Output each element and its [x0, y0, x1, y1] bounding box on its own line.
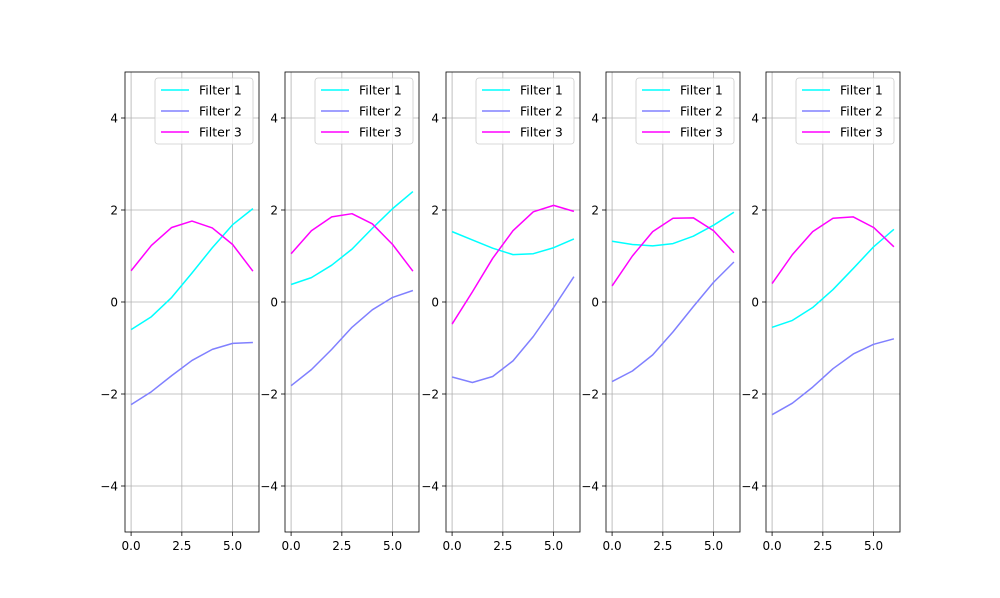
series-line-filter-2: [130, 341, 253, 406]
x-tick-label: 0.0: [763, 539, 782, 553]
y-tick-label: −2: [581, 388, 599, 402]
x-tick-label: 0.0: [443, 539, 462, 553]
y-tick-label: 4: [751, 112, 759, 126]
y-tick-label: 0: [110, 296, 118, 310]
x-tick-label: 2.5: [332, 539, 351, 553]
legend-entry: Filter 3: [680, 125, 723, 140]
series-line-filter-1: [451, 230, 575, 256]
legend-box: [154, 77, 254, 145]
legend-entry: Filter 3: [520, 125, 563, 140]
y-tick-label: 2: [110, 204, 118, 218]
legend: Filter 1 Filter 2 Filter 3: [314, 77, 414, 145]
y-tick-label: 2: [270, 204, 278, 218]
legend: Filter 1 Filter 2 Filter 3: [154, 77, 254, 145]
subplot-5: 0.0 2.5 5.0 −4 −2 0 2 4 Filter 1 Filter 2 Filter 3: [741, 71, 901, 553]
y-tick-label: 0: [751, 296, 759, 310]
series-line-filter-2: [611, 261, 735, 383]
y-tick-label: 0: [591, 296, 599, 310]
y-tick-label: 0: [431, 296, 439, 310]
legend-entry: Filter 2: [359, 104, 402, 119]
series-line-filter-3: [130, 220, 254, 272]
legend-entry: Filter 1: [359, 83, 402, 98]
x-tick-label: 0.0: [603, 539, 622, 553]
legend-entry: Filter 1: [840, 83, 883, 98]
subplot-3: 0.0 2.5 5.0 −4 −2 0 2 4 Filter 1 Filter 2 Filter 3: [421, 71, 581, 553]
legend-entry: Filter 2: [199, 104, 242, 119]
y-tick-label: 2: [431, 204, 439, 218]
x-tick-label: 5.0: [383, 539, 402, 553]
series-line-filter-3: [771, 216, 895, 285]
series-line-filter-1: [611, 211, 735, 247]
legend: Filter 1 Filter 2 Filter 3: [635, 77, 735, 145]
legend-box: [475, 77, 575, 145]
x-tick-label: 2.5: [813, 539, 832, 553]
y-tick-label: 4: [591, 112, 599, 126]
subplot-4: 0.0 2.5 5.0 −4 −2 0 2 4 Filter 1 Filter 2 Filter 3: [581, 71, 741, 553]
y-tick-label: 4: [110, 112, 118, 126]
legend-entry: Filter 3: [199, 125, 242, 140]
series-line-filter-2: [771, 338, 895, 416]
legend-entry: Filter 3: [359, 125, 402, 140]
y-tick-label: 4: [270, 112, 278, 126]
legend-entry: Filter 1: [199, 83, 242, 98]
y-tick-label: 0: [270, 296, 278, 310]
series-line-filter-1: [130, 208, 254, 331]
series-line-filter-3: [611, 217, 735, 287]
legend-box: [795, 77, 895, 145]
legend-entry: Filter 2: [680, 104, 723, 119]
legend-entry: Filter 2: [520, 104, 563, 119]
series-line-filter-1: [290, 191, 414, 286]
y-tick-label: −4: [260, 480, 278, 494]
legend-box: [635, 77, 735, 145]
series-line-filter-2: [451, 276, 575, 384]
x-tick-label: 5.0: [704, 539, 723, 553]
series-line-filter-2: [290, 289, 414, 387]
subplot-2: 0.0 2.5 5.0 −4 −2 0 2 4 Filter 1 Filter 2 Filter 3: [260, 71, 420, 553]
y-tick-label: −2: [260, 388, 278, 402]
subplot-1: 0.0 2.5 5.0 −4 −2 0 2 4 Filter 1 Filter 2 Filter 3: [100, 71, 260, 553]
series-line-filter-3: [451, 204, 575, 325]
x-tick-label: 5.0: [223, 539, 242, 553]
x-tick-label: 2.5: [653, 539, 672, 553]
x-tick-label: 2.5: [172, 539, 191, 553]
series-line-filter-1: [771, 228, 895, 329]
legend: Filter 1 Filter 2 Filter 3: [475, 77, 575, 145]
y-tick-label: 4: [431, 112, 439, 126]
y-tick-label: 2: [751, 204, 759, 218]
y-tick-label: 2: [591, 204, 599, 218]
x-tick-label: 0.0: [122, 539, 141, 553]
y-tick-label: −2: [421, 388, 439, 402]
y-tick-label: −4: [581, 480, 599, 494]
y-tick-label: −4: [100, 480, 118, 494]
legend-entry: Filter 3: [840, 125, 883, 140]
legend-entry: Filter 1: [680, 83, 723, 98]
x-tick-label: 0.0: [282, 539, 301, 553]
legend-entry: Filter 2: [840, 104, 883, 119]
y-tick-label: −4: [741, 480, 759, 494]
y-tick-label: −2: [100, 388, 118, 402]
legend-box: [314, 77, 414, 145]
series-line-filter-3: [290, 212, 414, 272]
x-tick-label: 5.0: [864, 539, 883, 553]
legend-entry: Filter 1: [520, 83, 563, 98]
x-tick-label: 2.5: [493, 539, 512, 553]
y-tick-label: −2: [741, 388, 759, 402]
y-tick-label: −4: [421, 480, 439, 494]
x-tick-label: 5.0: [544, 539, 563, 553]
legend: Filter 1 Filter 2 Filter 3: [795, 77, 895, 145]
